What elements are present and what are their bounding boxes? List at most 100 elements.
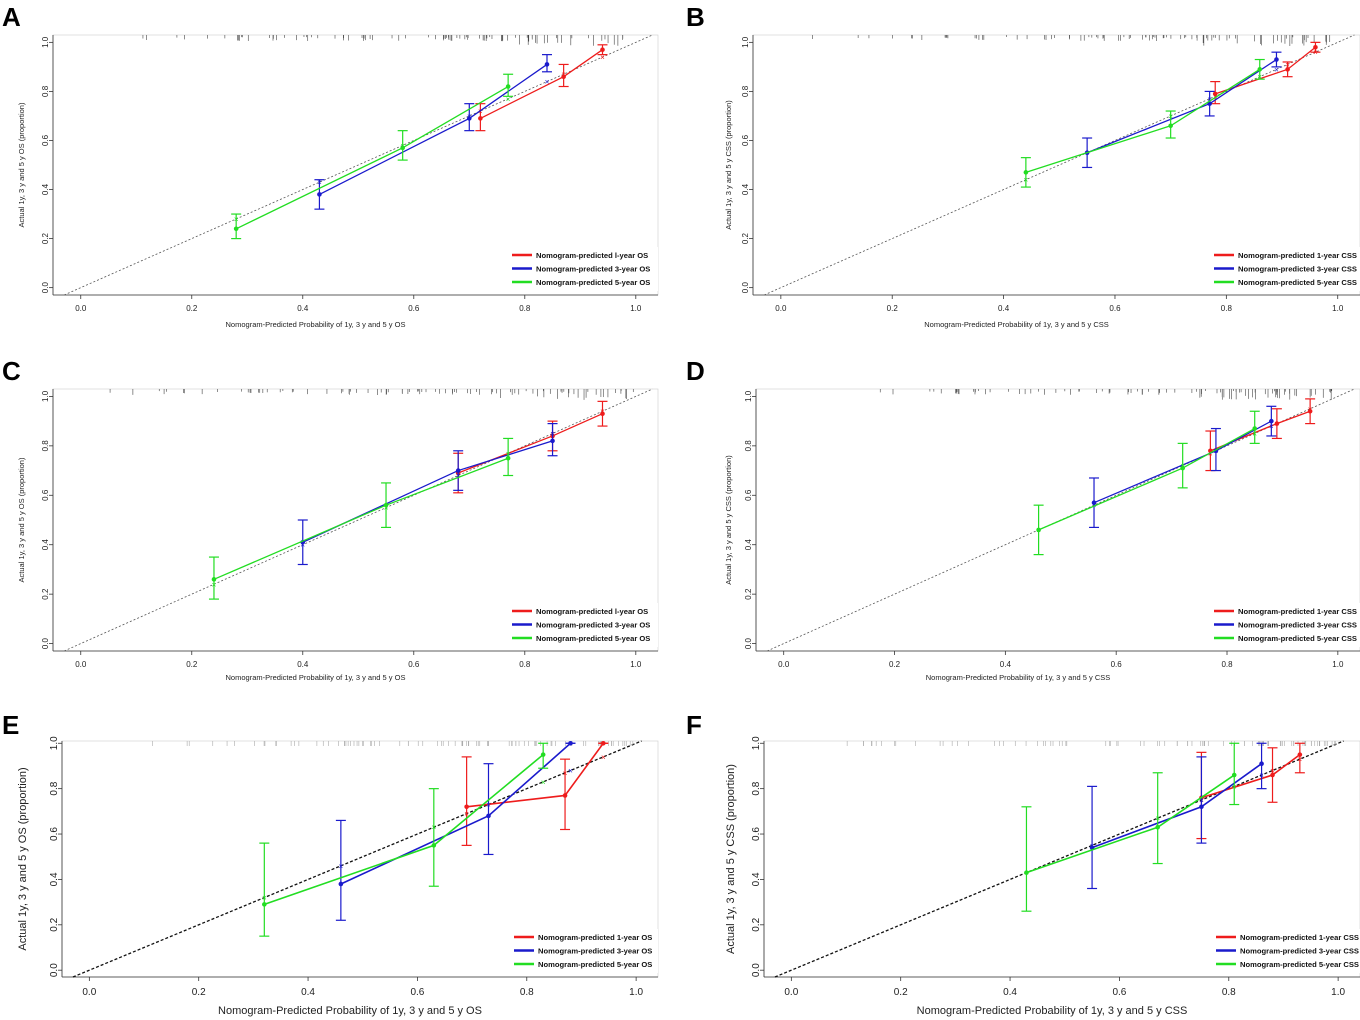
panel-d: D 0.0 0.2 0.4 0.6 0.8 1.0 0.0 0.2 0.4 0.6 0.8 1.0 Nom… <box>686 356 1360 682</box>
legend-label: Nomogram-predicted 5-year OS <box>536 278 650 287</box>
y-tick-label: 0.6 <box>41 489 50 501</box>
x-tick-label: 0.2 <box>889 660 901 669</box>
ideal-marker: × <box>431 823 436 832</box>
x-tick-label: 0.2 <box>894 987 908 998</box>
x-tick-label: 0.8 <box>1222 987 1236 998</box>
x-tick-label: 1.0 <box>630 660 642 669</box>
rug-marks <box>846 741 1337 746</box>
y-tick-label: 0.6 <box>744 489 753 501</box>
series-line <box>1025 68 1261 173</box>
x-tick-label: 0.6 <box>408 660 420 669</box>
ideal-marker: × <box>1199 796 1204 805</box>
panel-letter: C <box>2 356 21 386</box>
series-green: × × × <box>1021 742 1240 912</box>
panel-letter: F <box>686 710 702 740</box>
data-point <box>466 116 472 121</box>
data-point <box>400 145 405 151</box>
y-tick-label: 0.2 <box>41 232 50 244</box>
legend: Nomogram-predicted 1-year CSS Nomogram-pr… <box>1212 929 1360 973</box>
y-tick-label: 0.4 <box>751 872 762 886</box>
series-line <box>1201 753 1301 799</box>
panel-b: B 0.0 0.2 0.4 0.6 0.8 1.0 0.0 0.2 0.4 0.6 0.8 1.0 Nom… <box>686 2 1360 329</box>
y-tick-label: 0.6 <box>49 827 60 841</box>
data-point <box>601 740 606 746</box>
ideal-marker: × <box>1285 60 1290 69</box>
legend: Nomogram-predicted 1-year CSS Nomogram-pr… <box>1210 603 1360 647</box>
x-tick-label: 0.8 <box>520 987 534 998</box>
y-tick-label: 0.4 <box>41 539 50 551</box>
x-tick-label: 0.0 <box>778 660 790 669</box>
y-tick-label: 1.0 <box>741 36 750 48</box>
panel-letter: A <box>2 2 21 32</box>
y-tick-label: 0.0 <box>41 282 50 294</box>
data-point <box>1091 500 1097 505</box>
y-tick-label: 1.0 <box>49 736 60 750</box>
data-point <box>1199 804 1204 810</box>
data-point <box>1155 824 1160 830</box>
y-axis-title: Actual 1y, 3 y and 5 y CSS (proportion) <box>725 764 737 954</box>
ideal-marker: × <box>545 78 550 87</box>
x-axis-title: Nomogram-Predicted Probability of 1y, 3 … <box>926 673 1111 682</box>
x-tick-label: 1.0 <box>1332 660 1344 669</box>
ideal-marker: × <box>561 70 566 79</box>
legend-label: Nomogram-predicted 1-year CSS <box>1240 933 1359 942</box>
panel-letter: E <box>2 710 19 740</box>
legend-label: Nomogram-predicted l-year OS <box>536 607 648 616</box>
x-tick-label: 1.0 <box>1332 304 1344 313</box>
data-point <box>338 881 344 887</box>
y-tick-label: 0.0 <box>41 637 50 649</box>
legend-box <box>510 929 658 973</box>
legend-box <box>1210 247 1360 291</box>
x-axis-title: Nomogram-Predicted Probability of 1y, 3 … <box>917 1005 1188 1017</box>
ideal-marker: × <box>600 53 605 62</box>
legend-box <box>1212 929 1360 973</box>
y-tick-label: 0.6 <box>41 134 50 146</box>
ideal-marker: × <box>1257 73 1262 82</box>
y-axis-title: Actual 1y, 3 y and 5 y CSS (proportion) <box>724 455 733 585</box>
data-point <box>1168 123 1173 129</box>
y-tick-label: 0.8 <box>41 440 50 452</box>
legend-label: Nomogram-predicted 3-year OS <box>536 621 650 630</box>
legend-label: Nomogram-predicted 5-year OS <box>538 960 652 969</box>
series-line <box>340 742 572 885</box>
series-red: × × × <box>475 44 608 132</box>
y-tick-label: 0.8 <box>49 781 60 795</box>
series-blue: × × × <box>1087 742 1267 890</box>
data-point <box>1307 408 1313 414</box>
ideal-marker: × <box>1313 48 1318 57</box>
data-point <box>262 902 267 907</box>
y-tick-label: 1.0 <box>41 36 50 48</box>
x-tick-label: 0.2 <box>186 304 198 313</box>
y-tick-label: 0.0 <box>751 963 762 977</box>
y-tick-label: 0.2 <box>41 588 50 600</box>
panel-f: F 0.0 0.2 0.4 0.6 0.8 1.0 0.0 0.2 0.4 0.6 0.8 1.0 Nom… <box>686 710 1360 1017</box>
series-line <box>235 85 509 230</box>
data-point <box>1252 426 1258 431</box>
panel-letter: D <box>686 356 705 386</box>
ideal-marker: × <box>1024 176 1029 185</box>
ideal-marker: × <box>464 810 469 819</box>
legend: Nomogram-predicted l-year OS Nomogram-pre… <box>508 603 658 647</box>
ideal-marker: × <box>541 778 546 787</box>
series-line <box>264 753 544 906</box>
rug-marks <box>812 35 1331 46</box>
rug-marks <box>879 389 1333 400</box>
ideal-diagonal-line <box>774 740 1344 978</box>
data-point <box>540 752 546 757</box>
legend-label: Nomogram-predicted 3-year CSS <box>1238 621 1357 630</box>
data-point <box>1259 761 1264 766</box>
legend: Nomogram-predicted l-year OS Nomogram-pre… <box>508 247 658 291</box>
data-point <box>544 62 550 67</box>
series-red: ××× <box>1205 398 1316 472</box>
data-point <box>1270 772 1275 778</box>
data-point <box>431 843 437 848</box>
ideal-marker: × <box>1274 65 1279 74</box>
ideal-marker: × <box>1308 405 1313 414</box>
legend-label: Nomogram-predicted 3-year OS <box>536 265 650 274</box>
data-point <box>568 740 573 746</box>
data-point <box>1180 465 1185 471</box>
data-point <box>1274 57 1279 62</box>
series-line <box>1026 774 1235 874</box>
x-tick-label: 0.0 <box>75 660 87 669</box>
ideal-marker: × <box>1207 95 1212 104</box>
